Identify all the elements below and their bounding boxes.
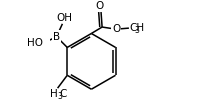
Text: B: B bbox=[53, 32, 60, 42]
Text: C: C bbox=[59, 89, 67, 99]
Text: HO: HO bbox=[26, 38, 42, 48]
Text: OH: OH bbox=[56, 13, 72, 23]
Text: 3: 3 bbox=[134, 26, 139, 35]
Text: O: O bbox=[95, 1, 104, 11]
Text: O: O bbox=[111, 24, 120, 34]
Text: CH: CH bbox=[129, 23, 144, 33]
Text: H: H bbox=[50, 89, 57, 99]
Text: 3: 3 bbox=[57, 92, 62, 101]
